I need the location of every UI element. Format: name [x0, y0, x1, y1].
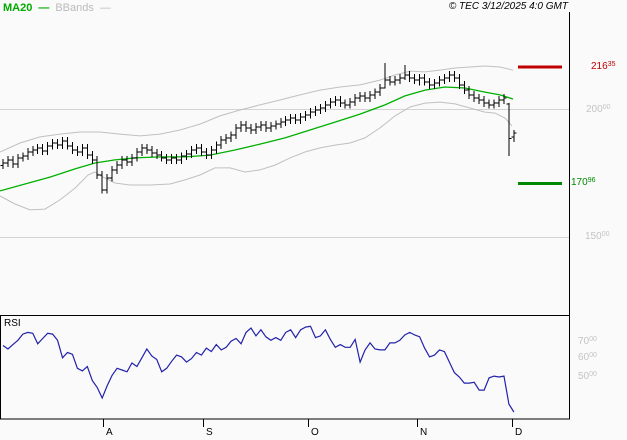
rsi-line: [2, 325, 515, 413]
price-label-20000: 20000: [586, 104, 611, 115]
month-label-O: O: [311, 427, 319, 438]
bollinger-lower-band: [0, 101, 513, 211]
legend-bbands-line-sample: —: [99, 2, 111, 14]
price-label-resistance: 21635: [591, 61, 616, 72]
rsi-panel-frame: [0, 315, 570, 420]
ma20-line: [0, 86, 514, 192]
ohlc-candles: [0, 62, 517, 194]
price-label-support: 17096: [571, 177, 596, 188]
month-label-S: S: [206, 427, 213, 438]
legend-ma20-line-sample: —: [38, 2, 50, 14]
copyright-timestamp: © TEC 3/12/2025 4:0 GMT: [448, 1, 568, 12]
month-label-N: N: [420, 427, 428, 438]
price-label-15000: 15000: [585, 231, 610, 242]
legend-bbands-label: BBands: [55, 2, 94, 14]
rsi-panel-title: RSI: [4, 318, 21, 329]
rsi-label-60: 6000: [578, 352, 597, 363]
rsi-label-50: 5000: [578, 371, 597, 382]
bollinger-upper-band: [0, 65, 514, 153]
rsi-label-70: 7000: [578, 336, 597, 347]
chart-legend: MA20 — BBands —: [3, 2, 111, 14]
month-label-D: D: [515, 427, 523, 438]
month-label-A: A: [106, 427, 113, 438]
legend-ma20-label: MA20: [3, 2, 33, 14]
